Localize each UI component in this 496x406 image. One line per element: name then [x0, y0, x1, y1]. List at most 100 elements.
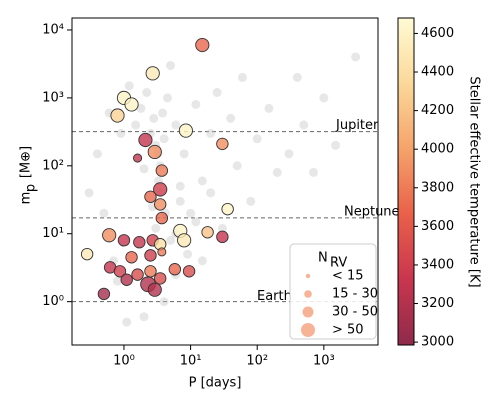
planet-point: [155, 164, 169, 177]
background-point: [292, 72, 302, 82]
planet-point: [113, 265, 127, 278]
planet-point: [182, 265, 196, 278]
background-point: [217, 223, 227, 233]
x-axis-label: P [days]: [189, 376, 242, 391]
background-point: [113, 276, 123, 286]
planet-point: [221, 202, 234, 216]
background-point: [309, 167, 319, 177]
background-point: [131, 120, 141, 130]
background-point: [284, 149, 294, 159]
background-point: [116, 128, 126, 138]
colorbar-tick-label: 3600: [421, 219, 454, 234]
background-point: [175, 181, 185, 191]
background-point: [226, 113, 236, 123]
x-tick-label: 10⁰: [113, 354, 135, 369]
legend-title-sub: RV: [330, 256, 347, 271]
colorbar-tick-label: 3800: [421, 180, 454, 195]
background-point: [175, 196, 185, 206]
y-tick-label: 10⁰: [42, 294, 64, 309]
background-point: [99, 208, 109, 218]
background-point: [186, 208, 196, 218]
background-point: [171, 120, 181, 130]
background-point: [151, 223, 161, 233]
background-point: [197, 256, 207, 266]
planet-point: [133, 153, 143, 163]
planet-point: [178, 123, 193, 138]
background-point: [124, 81, 134, 91]
planet-point: [133, 236, 146, 249]
legend-label: > 50: [332, 323, 364, 338]
background-point: [264, 103, 274, 113]
colorbar-tick-label: 4200: [421, 103, 454, 118]
planet-point: [168, 263, 182, 276]
planet-point: [147, 282, 162, 297]
planet-point: [120, 273, 133, 286]
background-point: [331, 140, 341, 150]
planet-point: [153, 182, 168, 197]
background-point: [122, 317, 132, 327]
x-tick-label: 10³: [313, 354, 335, 369]
colorbar: [397, 17, 415, 346]
planet-point: [177, 233, 192, 248]
planet-point: [125, 251, 138, 264]
planet-point: [154, 198, 167, 211]
plot-area: [72, 37, 378, 327]
planet-point: [201, 226, 214, 239]
planet-point: [144, 190, 157, 203]
planet-point: [155, 211, 169, 225]
legend-marker: [304, 290, 312, 298]
background-point: [197, 176, 207, 186]
background-point: [252, 134, 262, 144]
background-point: [136, 103, 146, 113]
colorbar-tick-label: 3000: [421, 335, 454, 350]
planet-point: [145, 66, 160, 81]
planet-point: [131, 268, 144, 281]
x-tick-label: 10²: [246, 354, 268, 369]
background-point: [351, 52, 361, 62]
background-point: [159, 134, 169, 144]
background-point: [237, 72, 247, 82]
planet-point: [97, 287, 111, 301]
background-point: [162, 93, 172, 103]
colorbar-tick-label: 3200: [421, 296, 454, 311]
y-tick-label: 10¹: [42, 226, 64, 241]
background-point: [142, 88, 152, 98]
y-tick-label: 10²: [42, 158, 64, 173]
planet-point: [117, 234, 131, 247]
planet-point: [147, 144, 162, 160]
background-point: [166, 60, 176, 70]
planet-point: [138, 132, 153, 148]
legend-label: < 15: [332, 269, 364, 284]
background-point: [139, 164, 149, 174]
reference-label: Jupiter: [335, 118, 379, 133]
y-axis-label: m: [19, 192, 34, 205]
legend-marker: [305, 273, 311, 279]
background-point: [149, 113, 159, 123]
background-point: [158, 108, 168, 118]
background-point: [191, 99, 201, 109]
colorbar-tick-label: 3400: [421, 257, 454, 272]
planet-point: [80, 247, 94, 261]
legend-marker: [301, 323, 315, 337]
background-point: [179, 149, 189, 159]
reference-label: Earth: [257, 289, 292, 304]
background-point: [92, 149, 102, 159]
planet-point: [195, 37, 210, 53]
colorbar-tick-label: 4000: [421, 142, 454, 157]
background-point: [206, 128, 216, 138]
background-point: [139, 312, 149, 322]
background-point: [84, 188, 94, 198]
background-point: [166, 235, 176, 245]
legend-title: N: [318, 251, 328, 266]
legend-label: 15 - 30: [332, 287, 378, 302]
plot-frame: [71, 17, 379, 346]
background-point: [206, 188, 216, 198]
planet-point: [102, 228, 117, 243]
planet-point: [124, 97, 139, 112]
background-point: [319, 93, 329, 103]
x-tick-label: 10¹: [180, 354, 202, 369]
background-point: [183, 249, 193, 259]
legend-label: 30 - 50: [332, 305, 378, 320]
background-point: [299, 120, 309, 130]
